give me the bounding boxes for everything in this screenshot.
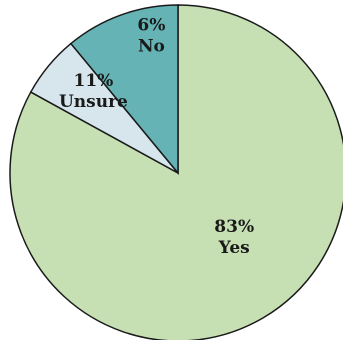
slice-value-label-yes: 83% [214,217,254,237]
slice-category-label-no: No [138,37,165,57]
slice-category-label-yes: Yes [218,238,250,258]
slice-value-label-unsure: 11% [73,71,113,91]
slice-category-label-unsure: Unsure [59,92,128,112]
pie-slice-unsure [69,4,179,176]
slice-value-label-no: 6% [137,16,165,36]
